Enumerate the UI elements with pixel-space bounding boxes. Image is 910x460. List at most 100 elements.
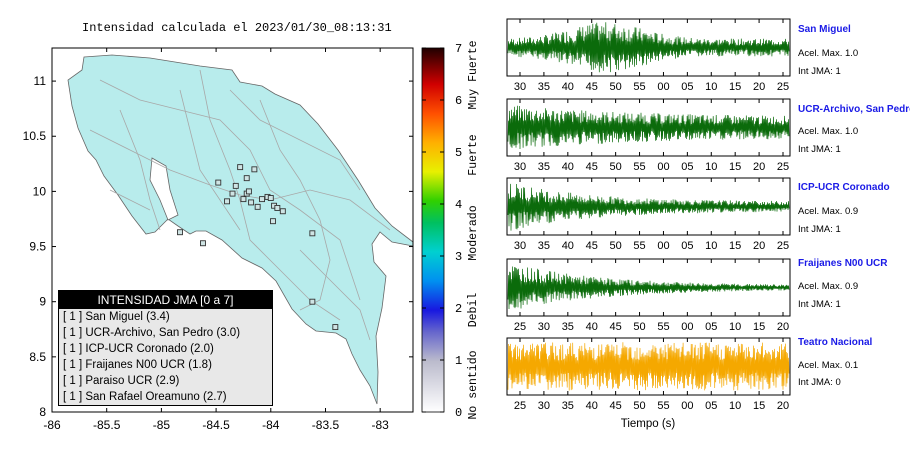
seismogram-tick-label: 05 — [705, 321, 717, 333]
seismogram-tick-label: 50 — [610, 161, 622, 173]
station-marker — [237, 164, 244, 171]
seismogram-tick-label: 25 — [514, 321, 526, 333]
seismogram-tick-label: 35 — [562, 400, 574, 412]
seismogram-tick-label: 40 — [586, 400, 598, 412]
seismogram-tick-label: 55 — [657, 400, 669, 412]
map-y-tick-label: 10.5 — [23, 129, 47, 143]
station-marker — [267, 195, 274, 201]
seismogram-tick-label: 45 — [586, 240, 598, 252]
station-name-4: Fraijanes N00 UCR — [798, 258, 888, 269]
map-x-tick-label: -85 — [153, 418, 171, 432]
seismogram-tick-label: 50 — [633, 400, 645, 412]
seismogram-tick-label: 25 — [777, 81, 789, 93]
seismogram-tick-label: 10 — [705, 240, 717, 252]
colorbar-category-label: No sentido — [467, 350, 480, 419]
station-marker — [274, 204, 281, 211]
seismogram-tick-label: 30 — [514, 240, 526, 252]
legend-item: [ 1 ] Paraiso UCR (2.9) — [63, 375, 180, 387]
map-y-tick-label: 8 — [39, 405, 46, 419]
intensity-legend: INTENSIDAD JMA [0 a 7] [ 1 ] San Miguel … — [58, 290, 273, 406]
seismogram-trace — [507, 342, 790, 391]
map-x-tick-label: -86 — [43, 418, 61, 432]
seismogram-tick-label: 35 — [538, 161, 550, 173]
colorbar-tick-label: 7 — [455, 42, 462, 56]
seismogram-tick-label: 05 — [681, 240, 693, 252]
station-jma-2: Int JMA: 1 — [798, 144, 841, 155]
colorbar-ticks: 0 1 2 3 4 5 6 7 — [422, 42, 462, 420]
seismogram-tick-label: 05 — [681, 161, 693, 173]
station-marker — [309, 230, 316, 237]
station-marker — [270, 218, 276, 225]
seismogram-tick-label: 35 — [538, 81, 550, 93]
station-name-5: Teatro Nacional — [798, 337, 873, 348]
station-acel-1: Acel. Max. 1.0 — [798, 48, 859, 59]
colorbar-category-label: Debil — [467, 293, 480, 328]
time-axis-label: Tiempo (s) — [621, 418, 676, 430]
station-name-3: ICP-UCR Coronado — [798, 182, 890, 193]
gulf-of-nicoya — [149, 157, 179, 221]
seismogram-trace — [507, 266, 790, 310]
colorbar-category-label: Moderado — [467, 205, 480, 260]
colorbar-tick-label: 0 — [455, 406, 462, 420]
costa-rica-land — [67, 54, 414, 405]
map-x-tick-label: -85.5 — [93, 418, 121, 432]
station-marker — [259, 196, 265, 203]
colorbar-tick-label: 1 — [455, 354, 462, 368]
seismogram-tick-label: 10 — [705, 161, 717, 173]
map-frame — [51, 47, 414, 413]
map-y-axis: 11 10.5 10 9.5 9 8.5 8 — [23, 74, 413, 419]
station-marker — [245, 188, 252, 195]
seismogram-tick-label: 50 — [610, 240, 622, 252]
seismogram-tick-label: 10 — [729, 400, 741, 412]
seismogram-panel: 30 35 40 45 50 55 00 05 10 15 20 25 — [506, 18, 791, 93]
seismogram-tick-label: 20 — [777, 400, 789, 412]
seismogram-tick-label: 35 — [562, 321, 574, 333]
seismogram-tick-label: 15 — [729, 161, 741, 173]
seismogram-tick-label: 30 — [538, 321, 550, 333]
colorbar-tick-label: 2 — [455, 302, 462, 316]
map-y-tick-label: 11 — [34, 74, 47, 88]
station-jma-5: Int JMA: 0 — [798, 377, 841, 388]
seismogram-tick-label: 40 — [586, 321, 598, 333]
station-marker — [279, 208, 286, 215]
road-network — [89, 69, 391, 341]
seismogram-tick-label: 50 — [633, 321, 645, 333]
legend-item: [ 1 ] UCR-Archivo, San Pedro (3.0) — [63, 327, 241, 339]
seismogram-tick-label: 20 — [777, 321, 789, 333]
colorbar-category-label: Fuerte — [467, 134, 480, 176]
seismogram-tick-label: 00 — [681, 400, 693, 412]
seismogram-tick-label: 40 — [562, 240, 574, 252]
seismogram-tick-label: 10 — [705, 81, 717, 93]
seismogram-tick-label: 30 — [514, 81, 526, 93]
station-marker — [243, 175, 250, 182]
seismogram-tick-label: 20 — [753, 81, 765, 93]
seismogram-tick-label: 30 — [538, 400, 550, 412]
station-name-1: San Miguel — [798, 24, 851, 35]
seismogram-panel: 25 30 35 40 45 50 55 00 05 10 15 20 — [506, 258, 791, 333]
seismogram-tick-label: 20 — [753, 240, 765, 252]
seismogram-tick-label: 50 — [610, 81, 622, 93]
map-title: Intensidad calculada el 2023/01/30_08:13… — [82, 21, 392, 35]
station-marker — [229, 190, 236, 197]
seismogram-tick-label: 35 — [538, 240, 550, 252]
station-marker — [224, 198, 230, 205]
station-acel-5: Acel. Max. 0.1 — [798, 360, 859, 371]
station-marker — [232, 182, 239, 189]
seismogram-panels: 30 35 40 45 50 55 00 05 10 15 20 25 30 35 40 45 50 55 00 05… — [506, 18, 791, 412]
seismogram-tick-label: 15 — [729, 81, 741, 93]
intensity-colorbar: 0 1 2 3 4 5 6 7 No sentido Debil Moderado Fuerte Mu… — [421, 40, 480, 420]
station-marker — [309, 298, 316, 305]
seismogram-tick-label: 45 — [610, 400, 622, 412]
map-y-tick-label: 9 — [39, 295, 46, 309]
seismogram-tick-label: 20 — [753, 161, 765, 173]
map-x-axis: -86 -85.5 -85 -84.5 -84 -83.5 -83 — [43, 48, 389, 432]
seismogram-tick-label: 25 — [777, 240, 789, 252]
colorbar-category-label: Muy Fuerte — [467, 40, 480, 109]
seismogram-tick-label: 05 — [681, 81, 693, 93]
colorbar-tick-label: 4 — [455, 198, 462, 212]
station-marker — [177, 229, 183, 236]
seismogram-tick-label: 00 — [657, 161, 669, 173]
colorbar-tick-label: 3 — [455, 250, 462, 264]
seismogram-trace — [507, 183, 790, 231]
